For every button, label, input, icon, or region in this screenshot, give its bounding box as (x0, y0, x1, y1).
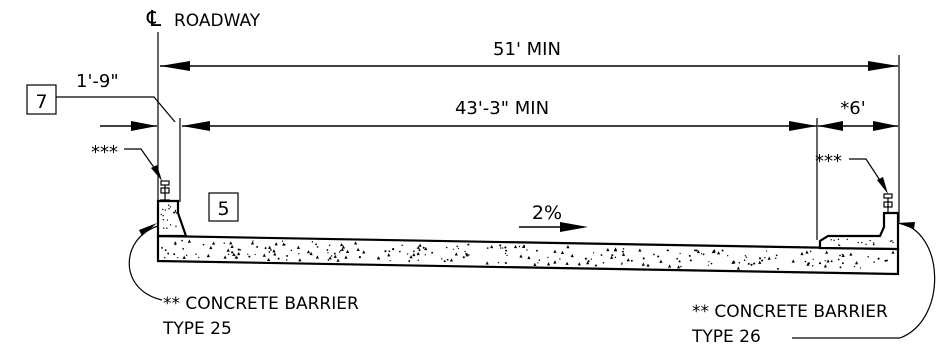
concrete-hatching (160, 204, 895, 270)
left-barrier-note-line2: TYPE 25 (162, 319, 232, 339)
left-barrier-type-25 (156, 199, 188, 238)
note-box-7 (26, 84, 57, 115)
deck-slab (156, 234, 900, 276)
right-stars-arrow (877, 177, 888, 194)
right-rail-post (883, 193, 893, 214)
note-box-5-group: 5 (208, 192, 239, 222)
left-barrier-note: ** CONCRETE BARRIER TYPE 25 (128, 223, 359, 339)
right-barrier-leader (897, 222, 936, 339)
clear-width-arrow-right (789, 121, 817, 131)
right-barrier-note-line1: ** CONCRETE BARRIER (692, 302, 888, 322)
barrier-offset-dimension: 1'-9" 7 (26, 71, 181, 202)
right-stars-leader (849, 158, 886, 189)
right-barrier-leader-arrow (897, 222, 915, 229)
left-offset-arrow (131, 121, 157, 131)
right-offset-dimension: *6' (818, 98, 898, 131)
right-rail-callout: *** (815, 151, 893, 214)
clear-width-label: 43'-3" MIN (455, 98, 549, 119)
right-offset-arrow-right (873, 121, 898, 131)
right-barrier-note: ** CONCRETE BARRIER TYPE 26 (691, 222, 936, 344)
right-offset-label: *6' (840, 98, 865, 119)
slope-label: 2% (532, 202, 562, 224)
note-box-5 (208, 192, 239, 222)
deck-section (156, 199, 900, 276)
overall-dimension: 51' MIN (160, 39, 900, 222)
right-offset-arrow-left (818, 121, 843, 131)
note-box-7-label: 7 (35, 91, 47, 113)
left-rail-post (160, 180, 170, 201)
left-stars-arrow (151, 165, 162, 181)
centerline-symbol: ℄ (146, 7, 162, 32)
left-barrier-leader-arrow (139, 223, 157, 236)
right-barrier-type-26 (818, 211, 900, 251)
clear-width-arrow-left (182, 121, 210, 131)
slope-arrow-head (560, 222, 588, 232)
clear-width-dimension: 43'-3" MIN (182, 98, 818, 240)
left-stars-label: *** (91, 142, 118, 163)
slope-indicator: 2% (519, 202, 588, 232)
barrier-offset-leader (140, 96, 176, 123)
right-stars-label: *** (815, 151, 842, 172)
centerline-label: ROADWAY (174, 11, 261, 31)
overall-arrow-left (160, 61, 190, 71)
overall-arrow-right (868, 61, 898, 71)
note-box-5-label: 5 (217, 198, 229, 220)
overall-dimension-label: 51' MIN (493, 39, 561, 60)
left-barrier-note-line1: ** CONCRETE BARRIER (163, 294, 359, 314)
barrier-offset-label: 1'-9" (76, 71, 119, 92)
right-barrier-note-line2: TYPE 26 (691, 327, 761, 344)
